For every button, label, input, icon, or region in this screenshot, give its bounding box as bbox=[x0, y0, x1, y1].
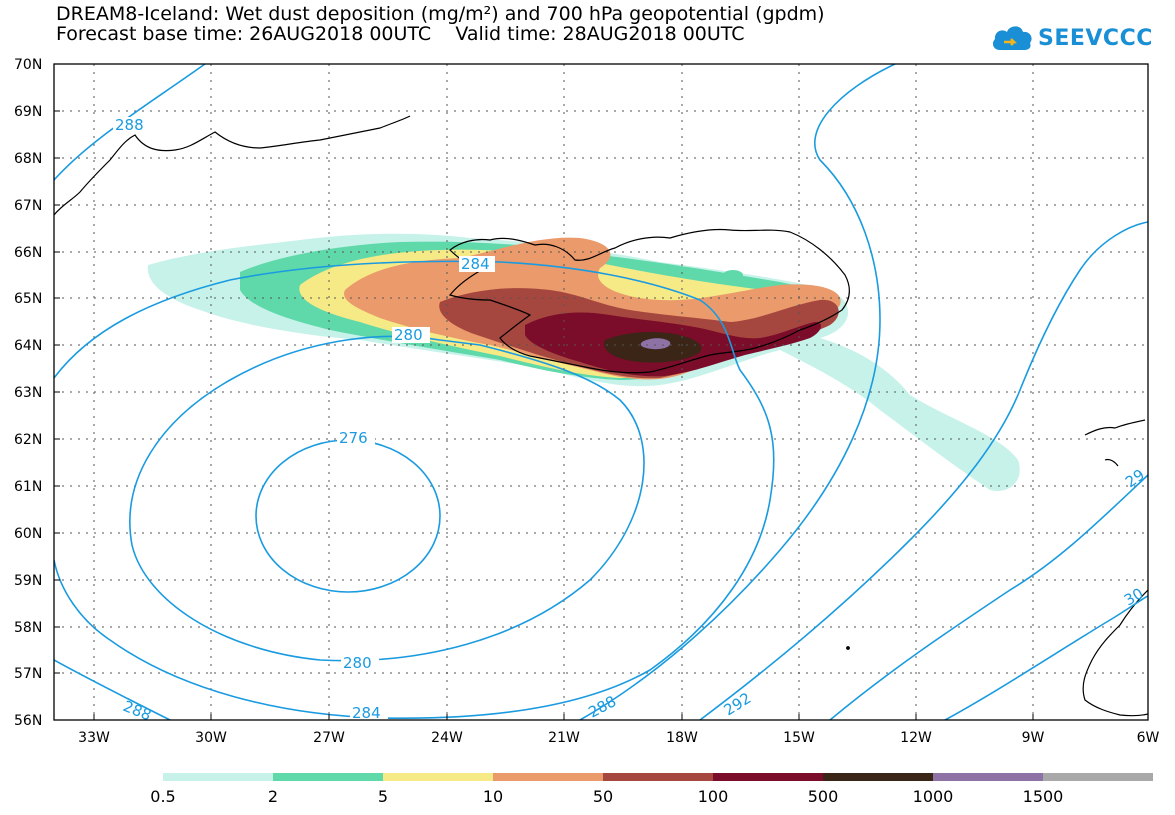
lon-label: 33W bbox=[78, 730, 110, 746]
contour-29x bbox=[829, 474, 1148, 720]
lat-label: 61N bbox=[14, 479, 42, 495]
scotland-coast bbox=[1082, 589, 1148, 717]
lon-label: 12W bbox=[900, 730, 932, 746]
lat-label: 56N bbox=[14, 713, 42, 729]
colorbar-swatch bbox=[273, 773, 383, 781]
contour-288-sw bbox=[54, 659, 171, 720]
axis-ticks bbox=[54, 63, 1034, 720]
dust-deposition-field bbox=[147, 233, 1020, 491]
contour-label: 284 bbox=[352, 704, 381, 722]
colorbar: 0.5 2 5 10 50 100 500 1000 1500 bbox=[150, 773, 1153, 806]
contour-labels: 288 284 280 276 280 284 288 288 292 29 3… bbox=[113, 116, 1148, 724]
contour-label: 288 bbox=[115, 116, 144, 134]
contour-label: 280 bbox=[343, 654, 372, 672]
colorbar-label: 1500 bbox=[1023, 787, 1064, 806]
colorbar-swatch bbox=[1043, 773, 1153, 781]
lat-label: 66N bbox=[14, 245, 42, 261]
iceland-coast bbox=[448, 228, 850, 374]
contour-label: 292 bbox=[721, 689, 755, 719]
lat-label: 59N bbox=[14, 573, 42, 589]
lon-label: 15W bbox=[783, 730, 815, 746]
contour-280-inner bbox=[129, 335, 645, 662]
dust-band-1000 bbox=[640, 338, 671, 350]
lon-label: 30W bbox=[195, 730, 227, 746]
lat-label: 68N bbox=[14, 151, 42, 167]
lat-label: 60N bbox=[14, 526, 42, 542]
lat-label: 58N bbox=[14, 620, 42, 636]
contour-288-mid bbox=[579, 64, 896, 720]
lon-label: 24W bbox=[431, 730, 463, 746]
colorbar-swatch bbox=[603, 773, 713, 781]
contour-276 bbox=[255, 439, 441, 593]
contour-label: 280 bbox=[394, 326, 423, 344]
colorbar-label: 100 bbox=[698, 787, 729, 806]
colorbar-swatch bbox=[493, 773, 603, 781]
latitude-labels: 70N 69N 68N 67N 66N 65N 64N 63N 62N 61N … bbox=[14, 57, 42, 729]
lat-label: 65N bbox=[14, 291, 42, 307]
colorbar-label: 10 bbox=[483, 787, 503, 806]
lon-label: 18W bbox=[666, 730, 698, 746]
contour-label: 30 bbox=[1121, 584, 1147, 609]
cloud-icon bbox=[992, 26, 1032, 50]
map-title-line-1: DREAM8-Iceland: Wet dust deposition (mg/… bbox=[56, 3, 825, 25]
lon-label: 21W bbox=[548, 730, 580, 746]
contour-30x bbox=[944, 595, 1148, 720]
contour-label: 288 bbox=[585, 692, 619, 721]
colorbar-swatch bbox=[163, 773, 273, 781]
graticule bbox=[54, 64, 1148, 720]
dust-patch bbox=[723, 270, 743, 280]
colorbar-label: 1000 bbox=[913, 787, 954, 806]
longitude-labels: 33W 30W 27W 24W 21W 18W 15W 12W 9W 6W bbox=[78, 730, 1159, 746]
coastlines bbox=[54, 115, 1148, 717]
geopotential-contours bbox=[54, 64, 1148, 720]
colorbar-swatch bbox=[933, 773, 1043, 781]
greenland-coast bbox=[54, 115, 411, 216]
lat-label: 70N bbox=[14, 57, 42, 73]
lat-label: 64N bbox=[14, 338, 42, 354]
lat-label: 63N bbox=[14, 385, 42, 401]
colorbar-label: 5 bbox=[378, 787, 388, 806]
contour-284 bbox=[54, 260, 775, 720]
contour-292 bbox=[699, 221, 1148, 720]
colorbar-label: 2 bbox=[268, 787, 278, 806]
colorbar-label: 0.5 bbox=[150, 787, 175, 806]
faroe-shetland-coast bbox=[1084, 419, 1146, 467]
seevccc-logo: SEEVCCC bbox=[990, 20, 1153, 56]
logo-text: SEEVCCC bbox=[1038, 25, 1153, 51]
lat-label: 57N bbox=[14, 666, 42, 682]
contour-label: 276 bbox=[339, 429, 368, 447]
colorbar-label: 500 bbox=[808, 787, 839, 806]
colorbar-label: 50 bbox=[593, 787, 613, 806]
colorbar-swatch bbox=[713, 773, 823, 781]
contour-label: 29 bbox=[1122, 466, 1148, 492]
lon-label: 27W bbox=[313, 730, 345, 746]
lon-label: 6W bbox=[1137, 730, 1160, 746]
lat-label: 67N bbox=[14, 198, 42, 214]
colorbar-swatch bbox=[383, 773, 493, 781]
colorbar-swatch bbox=[823, 773, 933, 781]
lat-label: 69N bbox=[14, 104, 42, 120]
lat-label: 62N bbox=[14, 432, 42, 448]
lon-label: 9W bbox=[1022, 730, 1045, 746]
contour-label: 284 bbox=[461, 255, 490, 273]
map-title-line-2: Forecast base time: 26AUG2018 00UTC Vali… bbox=[56, 23, 745, 45]
